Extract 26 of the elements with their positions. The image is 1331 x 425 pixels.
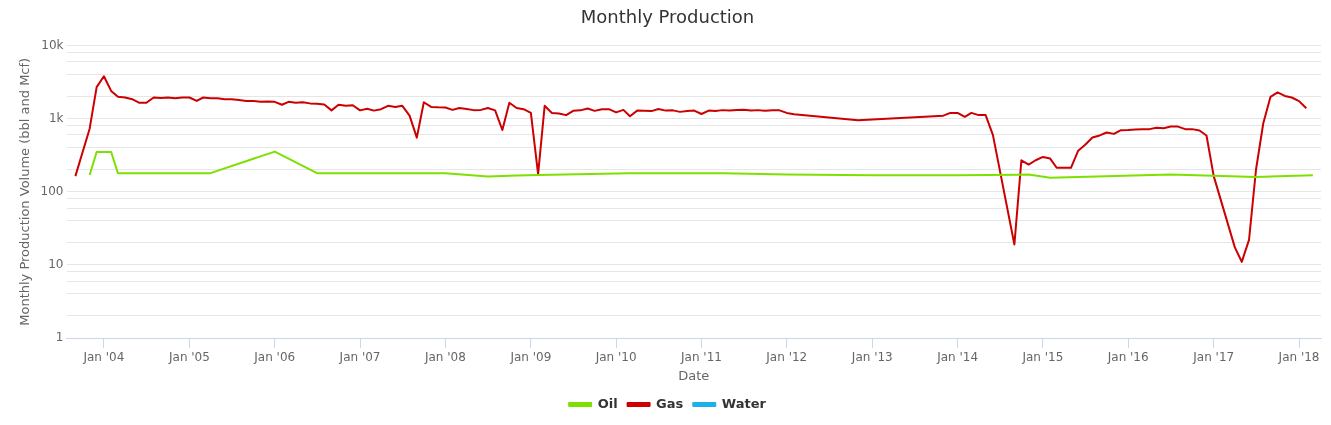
legend-label: Water <box>721 395 767 411</box>
x-tick-label: Jan '17 <box>1192 350 1235 365</box>
y-tick-label: 1k <box>48 110 64 125</box>
x-tick-label: Jan '04 <box>82 350 125 365</box>
x-tick-label: Jan '10 <box>594 350 637 365</box>
x-tick-label: Jan '12 <box>765 350 808 365</box>
y-tick-label: 10 <box>48 257 64 272</box>
y-tick-label: 100 <box>40 183 64 198</box>
x-tick-label: Jan '13 <box>850 350 893 365</box>
y-axis-title: Monthly Production Volume (bbl and Mcf) <box>17 57 33 326</box>
x-tick-label: Jan '18 <box>1277 350 1320 365</box>
legend-label: Gas <box>656 395 684 411</box>
x-tick-label: Jan '09 <box>509 350 552 365</box>
y-tick-label: 1 <box>55 330 64 345</box>
x-tick-label: Jan '05 <box>167 350 210 365</box>
x-axis-title: Date <box>678 367 710 383</box>
chart-title: Monthly Production <box>580 6 755 28</box>
x-tick-label: Jan '07 <box>338 350 381 365</box>
x-tick-label: Jan '11 <box>680 350 722 365</box>
x-tick-label: Jan '14 <box>936 350 979 365</box>
x-tick-label: Jan '06 <box>253 350 296 365</box>
y-tick-label: 10k <box>41 37 64 52</box>
x-tick-label: Jan '15 <box>1021 350 1064 365</box>
x-tick-label: Jan '16 <box>1106 350 1149 365</box>
x-tick-label: Jan '08 <box>423 350 466 365</box>
legend-label: Oil <box>597 395 618 411</box>
